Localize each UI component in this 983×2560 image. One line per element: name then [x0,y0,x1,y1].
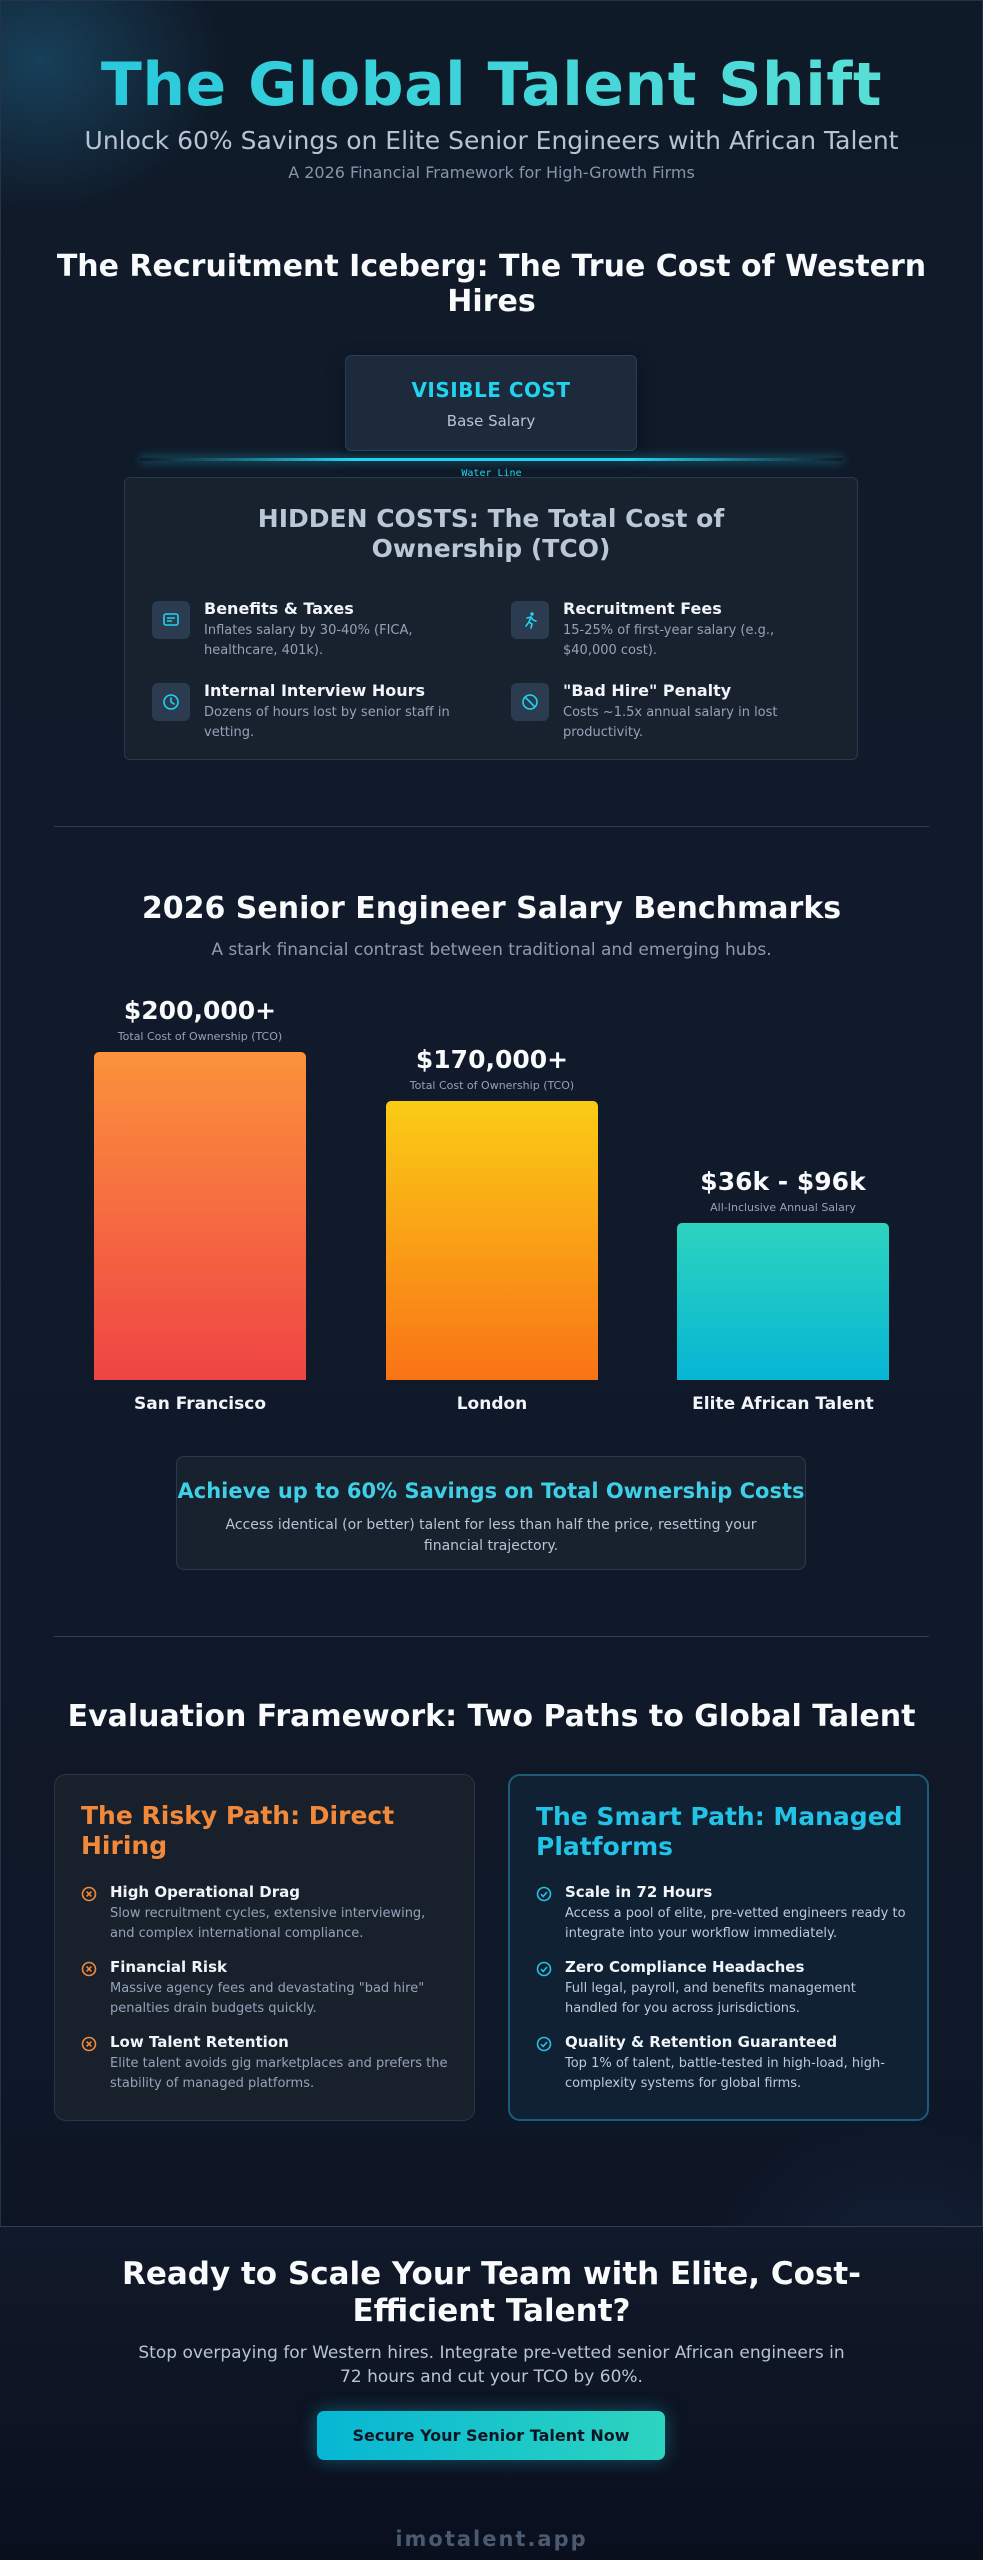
hidden-cost-desc: Inflates salary by 30-40% (FICA, healthc… [204,623,413,658]
benchmarks-subtitle: A stark financial contrast between tradi… [211,940,772,960]
hidden-cost-item: Recruitment Fees 15-25% of first-year sa… [511,599,831,660]
visible-cost-subtitle: Base Salary [446,412,536,430]
chart-category-label: London [456,1394,528,1414]
footer-brand[interactable]: imotalent.app [395,2527,588,2551]
check-circle-icon [536,2036,552,2052]
cta-section [0,2226,983,2560]
risky-item-title: Low Talent Retention [110,2033,289,2051]
risky-path-card: The Risky Path: Direct Hiring High Opera… [54,1774,475,2121]
page-title: The Global Talent Shift [0,50,983,120]
smart-item-desc: Access a pool of elite, pre-vetted engin… [565,1906,906,1942]
cta-title: Ready to Scale Your Team with Elite, Cos… [121,2256,862,2330]
risky-item-desc: Elite talent avoids gig marketplaces and… [110,2056,448,2092]
x-circle-icon [81,1961,97,1977]
risky-item-title: Financial Risk [110,1958,227,1976]
hidden-cost-title: Benefits & Taxes [204,599,354,618]
risky-item: Financial Risk Massive agency fees and d… [81,1958,451,2019]
visible-cost-card: VISIBLE COST Base Salary [345,355,637,451]
hidden-cost-title: Internal Interview Hours [204,681,426,700]
hidden-cost-desc: Costs ~1.5x annual salary in lost produc… [563,705,778,740]
receipt-icon [152,601,190,639]
hidden-cost-desc: 15-25% of first-year salary (e.g., $40,0… [563,623,775,658]
chart-value-label: $36k - $96k [700,1167,866,1196]
smart-item-title: Zero Compliance Headaches [565,1958,805,1976]
smart-item: Quality & Retention Guaranteed Top 1% of… [536,2033,906,2094]
benchmarks-title: 2026 Senior Engineer Salary Benchmarks [141,891,842,926]
savings-title: Achieve up to 60% Savings on Total Owner… [177,1479,805,1503]
chart-bar [386,1101,598,1380]
risky-item: High Operational Drag Slow recruitment c… [81,1883,451,1944]
chart-caption: Total Cost of Ownership (TCO) [117,1030,283,1043]
prohibited-icon [511,683,549,721]
clock-icon [152,683,190,721]
smart-item-desc: Full legal, payroll, and benefits manage… [565,1981,856,2017]
water-line-label: Water Line [461,468,522,479]
hidden-cost-item: Internal Interview Hours Dozens of hours… [152,681,472,742]
smart-item-title: Scale in 72 Hours [565,1883,713,1901]
x-circle-icon [81,1886,97,1902]
section-divider [54,826,929,827]
savings-description: Access identical (or better) talent for … [225,1517,757,1554]
savings-callout: Achieve up to 60% Savings on Total Owner… [176,1456,806,1570]
smart-item-desc: Top 1% of talent, battle-tested in high-… [565,2056,885,2092]
chart-category-label: San Francisco [134,1394,266,1414]
risky-item-desc: Slow recruitment cycles, extensive inter… [110,1906,426,1942]
smart-item: Zero Compliance Headaches Full legal, pa… [536,1958,906,2019]
framework-title: Evaluation Framework: Two Paths to Globa… [67,1699,916,1734]
risky-item-title: High Operational Drag [110,1883,301,1901]
chart-bar [94,1052,306,1380]
cta-description: Stop overpaying for Western hires. Integ… [138,2343,845,2387]
smart-item-title: Quality & Retention Guaranteed [565,2033,838,2051]
water-line [140,458,843,461]
page-tagline: A 2026 Financial Framework for High-Grow… [288,163,695,182]
chart-category-label: Elite African Talent [692,1394,874,1414]
section-divider [54,1636,929,1637]
chart-value-label: $170,000+ [415,1045,569,1074]
check-circle-icon [536,1961,552,1977]
risky-item-desc: Massive agency fees and devastating "bad… [110,1981,425,2017]
hidden-cost-title: Recruitment Fees [563,599,722,618]
hidden-cost-item: Benefits & Taxes Inflates salary by 30-4… [152,599,472,660]
page-subtitle: Unlock 60% Savings on Elite Senior Engin… [84,126,899,155]
hidden-cost-item: "Bad Hire" Penalty Costs ~1.5x annual sa… [511,681,831,742]
hidden-costs-card: HIDDEN COSTS: The Total Cost of Ownershi… [124,477,858,760]
secure-talent-button[interactable]: Secure Your Senior Talent Now [317,2411,665,2460]
hidden-costs-title: HIDDEN COSTS: The Total Cost of Ownershi… [257,504,725,563]
check-circle-icon [536,1886,552,1902]
x-circle-icon [81,2036,97,2052]
chart-caption: Total Cost of Ownership (TCO) [409,1079,575,1092]
visible-cost-title: VISIBLE COST [411,378,571,402]
risky-path-title: The Risky Path: Direct Hiring [81,1801,395,1860]
chart-bar [677,1223,889,1380]
hidden-cost-title: "Bad Hire" Penalty [563,681,732,700]
chart-value-label: $200,000+ [123,996,277,1025]
smart-path-card: The Smart Path: Managed Platforms Scale … [508,1774,929,2121]
hidden-cost-desc: Dozens of hours lost by senior staff in … [204,705,450,740]
smart-path-title: The Smart Path: Managed Platforms [536,1802,903,1861]
smart-item: Scale in 72 Hours Access a pool of elite… [536,1883,906,1944]
risky-item: Low Talent Retention Elite talent avoids… [81,2033,451,2094]
chart-caption: All-Inclusive Annual Salary [710,1201,856,1214]
iceberg-title: The Recruitment Iceberg: The True Cost o… [56,249,927,319]
running-person-icon [511,601,549,639]
salary-chart: $200,000+ Total Cost of Ownership (TCO) Sa… [0,990,983,1420]
